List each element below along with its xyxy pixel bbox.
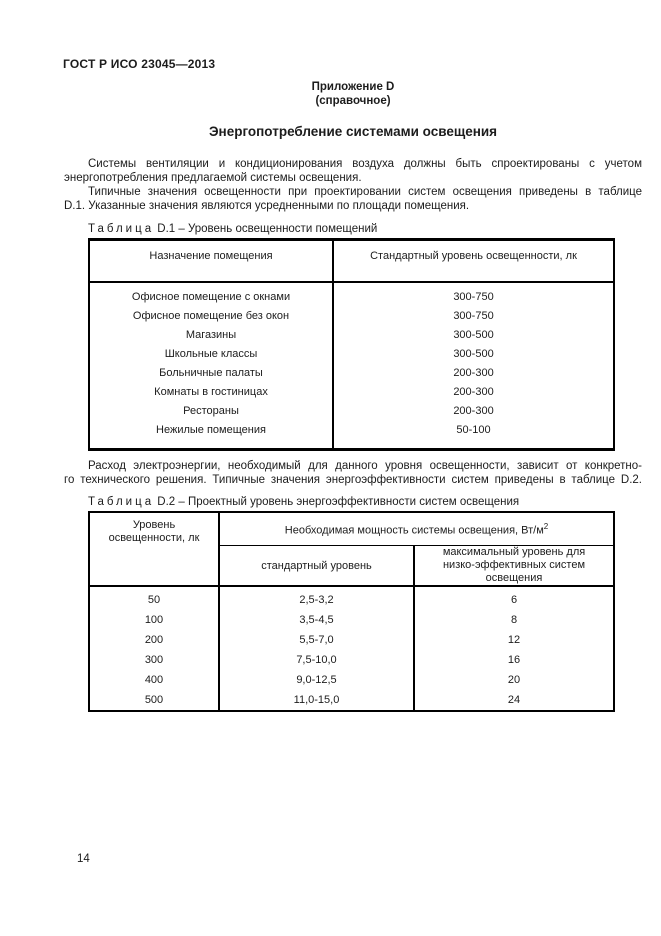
cell-standard: 9,0-12,5 bbox=[219, 670, 415, 690]
paragraph-line: Типичные значения освещенности при проек… bbox=[88, 186, 642, 198]
table-d2-caption-word: Таблица bbox=[88, 495, 155, 508]
table-row: 200 5,5-7,0 12 bbox=[89, 630, 614, 650]
power-header-superscript: 2 bbox=[543, 521, 549, 531]
table-d2-header-row-2: стандартный уровень максимальный уровень… bbox=[89, 545, 615, 587]
cell-lux: 100 bbox=[89, 610, 220, 630]
column-header-max: максимальный уровень для низко-эффективн… bbox=[414, 545, 615, 587]
table-row: 300 7,5-10,0 16 bbox=[89, 650, 614, 670]
cell-level: 300-750 bbox=[453, 290, 494, 303]
cell-standard: 3,5-4,5 bbox=[219, 610, 415, 630]
paragraph-line: D.1. Указанные значения являются усредне… bbox=[64, 200, 470, 212]
column-header-lux: Уровень освещенности, лк bbox=[89, 511, 220, 587]
table-row: Комнаты в гостиницах 200-300 bbox=[89, 382, 614, 402]
page-content: Системы вентиляции и кондиционирования в… bbox=[64, 157, 642, 712]
column-header-level: Стандартный уровень освещенности, лк bbox=[333, 239, 614, 283]
table-row: Школьные классы 300-500 bbox=[89, 344, 614, 364]
table-row: Больничные палаты 200-300 bbox=[89, 363, 614, 383]
table-row: Офисное помещение с окнами 300-750 bbox=[89, 281, 614, 307]
paragraph-line: го технического решения. Типичные значен… bbox=[64, 473, 642, 486]
table-d1-caption-text: D.1 – Уровень освещенности помещений bbox=[154, 223, 378, 235]
table-row: Рестораны 200-300 bbox=[89, 401, 614, 421]
cell-purpose: Больничные палаты bbox=[89, 363, 334, 383]
table-row: Нежилые помещения 50-100 bbox=[89, 420, 614, 449]
cell-purpose: Рестораны bbox=[89, 401, 334, 421]
table-row: Магазины 300-500 bbox=[89, 325, 614, 345]
cell-standard: 2,5-3,2 bbox=[219, 586, 415, 610]
column-header-standard: стандартный уровень bbox=[219, 545, 415, 587]
table-d1-caption: Таблица D.1 – Уровень освещенности помещ… bbox=[88, 222, 642, 236]
cell-purpose: Школьные классы bbox=[89, 344, 334, 364]
column-header-purpose: Назначение помещения bbox=[89, 239, 334, 283]
cell-max: 20 bbox=[507, 674, 521, 686]
table-d1: Назначение помещения Стандартный уровень… bbox=[88, 238, 615, 451]
cell-level: 300-750 bbox=[453, 309, 494, 322]
doc-number: ГОСТ Р ИСО 23045—2013 bbox=[63, 57, 216, 71]
cell-standard: 7,5-10,0 bbox=[219, 650, 415, 670]
table-d1-header-row: Назначение помещения Стандартный уровень… bbox=[89, 239, 614, 283]
cell-purpose: Офисное помещение с окнами bbox=[89, 281, 334, 307]
cell-purpose: Нежилые помещения bbox=[89, 420, 334, 449]
cell-standard: 5,5-7,0 bbox=[219, 630, 415, 650]
cell-level: 200-300 bbox=[453, 385, 494, 398]
cell-level: 300-500 bbox=[453, 328, 494, 341]
cell-purpose: Комнаты в гостиницах bbox=[89, 382, 334, 402]
paragraph-line: энергопотребления предлагаемой системы о… bbox=[64, 172, 362, 184]
table-d2-header-row-1: Уровень освещенности, лк Необходимая мощ… bbox=[89, 511, 615, 587]
table-d2: Уровень освещенности, лк Необходимая мощ… bbox=[88, 510, 616, 712]
column-header-power: Необходимая мощность системы освещения, … bbox=[219, 511, 615, 546]
paragraph-line: Расход электроэнергии, необходимый для д… bbox=[88, 459, 642, 472]
cell-max: 12 bbox=[507, 634, 521, 646]
cell-level: 50-100 bbox=[456, 423, 491, 436]
cell-level: 300-500 bbox=[453, 347, 494, 360]
table-row: 400 9,0-12,5 20 bbox=[89, 670, 614, 690]
page-title: Энергопотребление системами освещения bbox=[208, 124, 498, 139]
table-row: 100 3,5-4,5 8 bbox=[89, 610, 614, 630]
cell-standard: 11,0-15,0 bbox=[219, 690, 415, 711]
table-d1-caption-word: Таблица bbox=[88, 223, 155, 235]
cell-level: 200-300 bbox=[453, 366, 494, 379]
table-row: 500 11,0-15,0 24 bbox=[89, 690, 614, 711]
cell-max: 16 bbox=[507, 654, 521, 666]
cell-purpose: Магазины bbox=[89, 325, 334, 345]
annex-label: Приложение D bbox=[311, 81, 395, 93]
page-number: 14 bbox=[77, 853, 90, 865]
table-row: Офисное помещение без окон 300-750 bbox=[89, 306, 614, 326]
annex-header: Приложение D (справочное) bbox=[64, 80, 642, 108]
annex-type: (справочное) bbox=[315, 95, 391, 107]
cell-lux: 50 bbox=[89, 586, 220, 610]
paragraph-line: Системы вентиляции и кондиционирования в… bbox=[88, 158, 642, 170]
cell-lux: 500 bbox=[89, 690, 220, 711]
cell-lux: 400 bbox=[89, 670, 220, 690]
cell-level: 200-300 bbox=[453, 404, 494, 417]
cell-lux: 300 bbox=[89, 650, 220, 670]
cell-max: 8 bbox=[510, 614, 518, 626]
cell-max: 6 bbox=[510, 594, 518, 606]
power-header-text: Необходимая мощность системы освещения, … bbox=[284, 524, 544, 537]
table-d2-caption-text: D.2 – Проектный уровень энергоэффективно… bbox=[154, 495, 520, 508]
cell-purpose: Офисное помещение без окон bbox=[89, 306, 334, 326]
table-row: 50 2,5-3,2 6 bbox=[89, 586, 614, 610]
table-d2-caption: Таблица D.2 – Проектный уровень энергоэф… bbox=[88, 495, 642, 509]
cell-max: 24 bbox=[507, 694, 521, 706]
cell-lux: 200 bbox=[89, 630, 220, 650]
